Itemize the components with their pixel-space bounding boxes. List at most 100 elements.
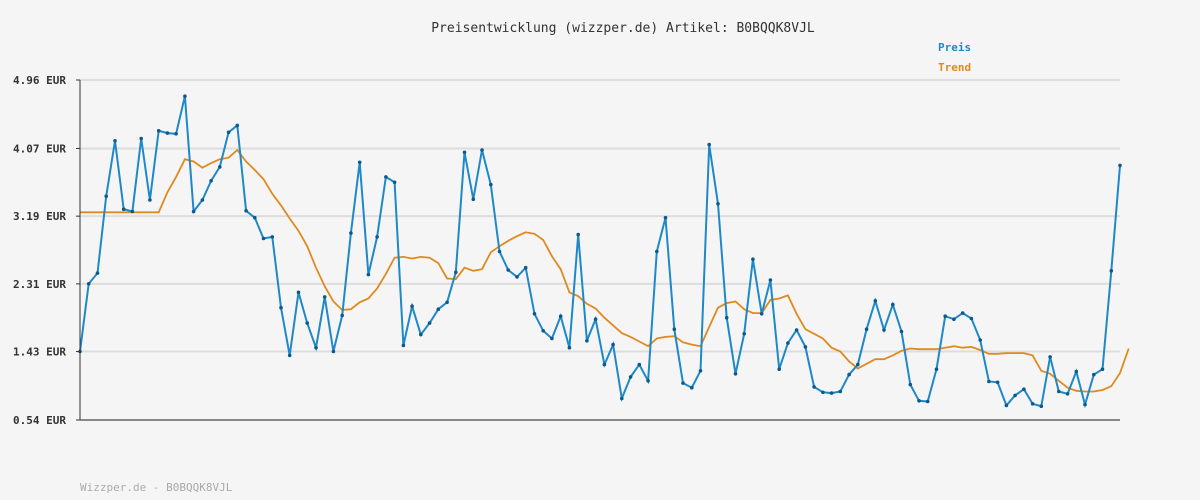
preis-point	[978, 338, 982, 342]
preis-point	[139, 136, 143, 141]
preis-point	[925, 399, 930, 404]
preis-point	[1074, 369, 1079, 374]
preis-point	[375, 235, 379, 239]
preis-point	[1065, 392, 1070, 396]
preis-point	[1057, 389, 1061, 394]
preis-point	[305, 321, 310, 325]
preis-point	[1092, 372, 1096, 377]
preis-point	[497, 249, 502, 254]
preis-point	[934, 367, 939, 372]
preis-point	[550, 336, 554, 341]
preis-point	[681, 381, 685, 385]
preis-point	[366, 272, 371, 277]
preis-point	[200, 198, 205, 202]
preis-point	[917, 399, 921, 403]
preis-point	[244, 209, 248, 213]
preis-point	[1083, 402, 1087, 407]
preis-point	[995, 380, 1000, 385]
preis-point	[349, 231, 353, 235]
preis-point	[515, 275, 519, 279]
y-tick-label: 4.96 EUR	[13, 74, 66, 87]
preis-point	[864, 327, 869, 332]
preis-point	[777, 367, 781, 372]
preis-point	[296, 290, 301, 295]
preis-point	[558, 314, 563, 319]
preis-point	[121, 207, 126, 211]
preis-point	[882, 328, 886, 332]
preis-point	[1013, 393, 1017, 398]
preis-point	[523, 265, 528, 270]
preis-point	[899, 329, 904, 334]
preis-point	[794, 328, 799, 332]
preis-point	[287, 353, 292, 358]
preis-point	[628, 375, 633, 379]
preis-point	[279, 305, 283, 310]
preis-point	[541, 329, 545, 333]
preis-point	[821, 390, 825, 395]
preis-point	[392, 180, 397, 185]
preis-point	[314, 345, 318, 350]
preis-point	[261, 236, 266, 241]
preis-point	[637, 362, 642, 367]
preis-point	[209, 179, 213, 183]
preis-point	[847, 372, 851, 377]
preis-point	[322, 295, 327, 299]
chart-footer: Wizzper.de - B0BQQK8VJL	[80, 481, 233, 494]
preis-point	[655, 249, 659, 254]
legend-trend: Trend	[938, 61, 971, 74]
preis-point	[952, 317, 956, 322]
preis-point	[716, 202, 720, 206]
preis-point	[751, 257, 755, 262]
preis-point	[768, 278, 773, 282]
preis-point	[943, 314, 947, 319]
preis-point	[663, 215, 668, 220]
preis-point	[445, 300, 449, 305]
y-tick-label: 4.07 EUR	[13, 142, 66, 155]
preis-point	[1022, 387, 1026, 392]
preis-point	[567, 345, 572, 350]
preis-point	[1100, 367, 1105, 372]
preis-point	[419, 332, 423, 337]
preis-point	[786, 341, 790, 345]
preis-point	[218, 165, 222, 169]
preis-point	[585, 339, 589, 343]
preis-point	[471, 197, 476, 201]
preis-point	[593, 317, 598, 322]
preis-point	[165, 131, 170, 135]
preis-point	[690, 385, 694, 390]
preis-point	[803, 345, 808, 349]
preis-point	[1109, 269, 1114, 273]
preis-point	[1030, 402, 1035, 406]
preis-point	[532, 312, 537, 316]
preis-point	[156, 129, 161, 133]
preis-point	[646, 379, 650, 383]
preis-point	[724, 315, 729, 320]
preis-point	[340, 313, 345, 318]
preis-point	[602, 362, 607, 367]
preis-point	[960, 311, 965, 315]
preis-point	[908, 382, 913, 387]
y-tick-label: 2.31 EUR	[13, 278, 66, 291]
preis-point	[987, 379, 991, 384]
preis-point	[672, 327, 677, 332]
preis-point	[86, 282, 91, 286]
preis-point	[401, 343, 406, 348]
preis-point	[829, 391, 834, 395]
preis-point	[148, 198, 152, 202]
preis-point	[410, 304, 414, 309]
preis-point	[576, 232, 580, 237]
preis-point	[183, 94, 187, 98]
preis-point	[506, 268, 511, 272]
y-tick-label: 0.54 EUR	[13, 414, 66, 427]
y-axis-ticks: 4.96 EUR 4.07 EUR 3.19 EUR 2.31 EUR 1.43 EUR…	[13, 74, 80, 427]
y-tick-label: 1.43 EUR	[13, 346, 66, 359]
preis-point	[95, 271, 100, 275]
preis-point	[742, 332, 746, 336]
preis-point	[270, 235, 275, 239]
preis-point	[174, 132, 178, 136]
preis-point	[253, 215, 257, 220]
y-tick-label: 3.19 EUR	[13, 210, 66, 223]
preis-point	[357, 160, 362, 165]
preis-point	[235, 123, 240, 128]
preis-point	[891, 302, 895, 307]
